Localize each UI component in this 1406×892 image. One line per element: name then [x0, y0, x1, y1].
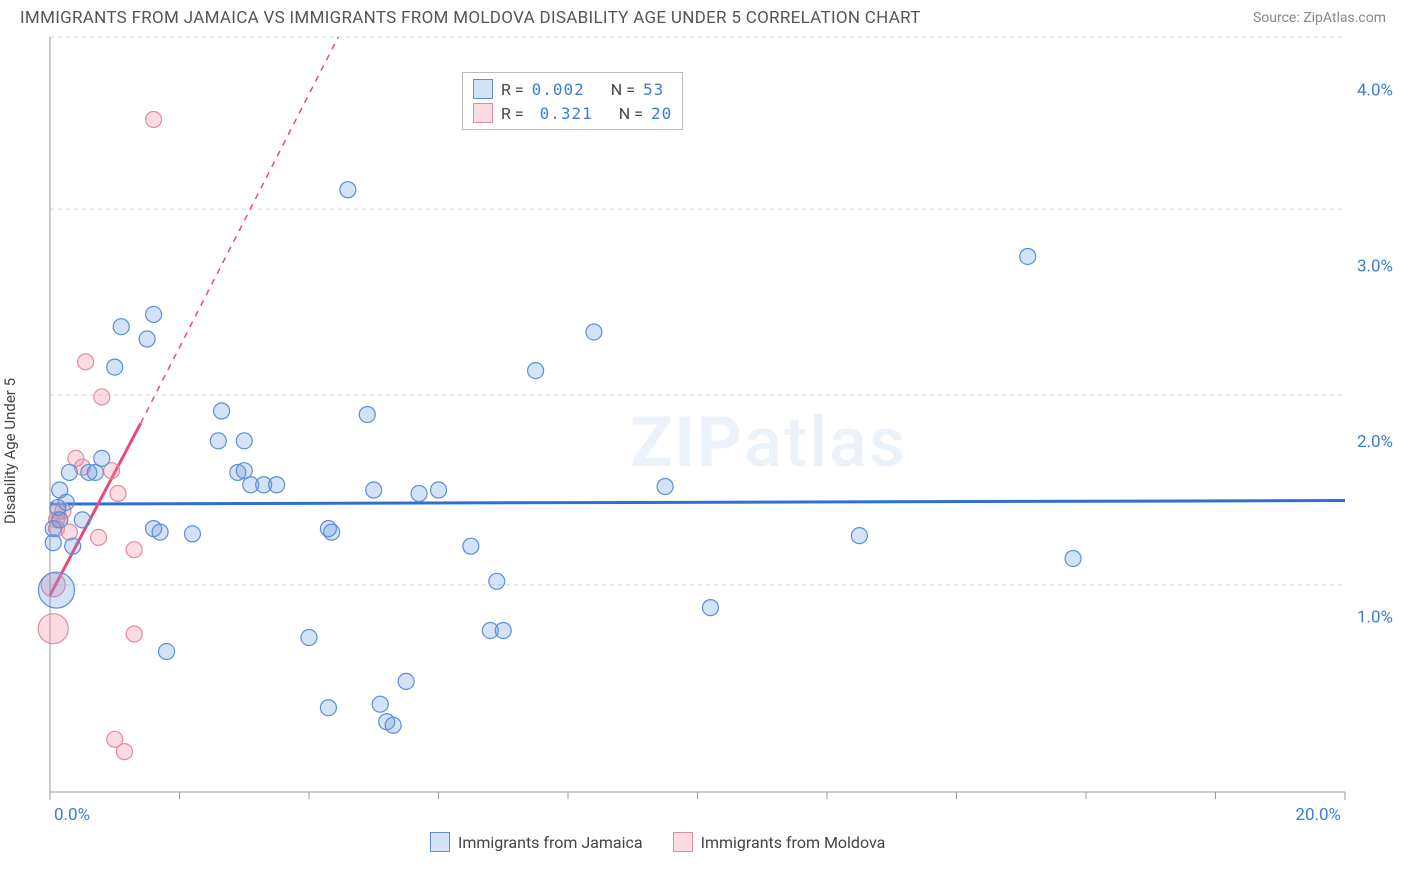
svg-text:0.0%: 0.0% [54, 805, 90, 825]
corr-row-jamaica: R = 0.002 N = 53 [473, 77, 672, 101]
swatch-moldova [473, 103, 493, 123]
r-label: R = [501, 104, 524, 123]
n-value-jamaica: 53 [643, 80, 664, 99]
legend-item-moldova: Immigrants from Moldova [673, 832, 886, 852]
r-label: R = [501, 80, 524, 99]
r-value-jamaica: 0.002 [532, 80, 585, 99]
n-label: N = [619, 104, 643, 123]
swatch-moldova [673, 832, 693, 852]
corr-row-moldova: R = 0.321 N = 20 [473, 101, 672, 125]
chart-title: IMMIGRANTS FROM JAMAICA VS IMMIGRANTS FR… [20, 8, 921, 28]
bottom-legend: Immigrants from Jamaica Immigrants from … [430, 832, 885, 852]
correlation-legend: R = 0.002 N = 53 R = 0.321 N = 20 [462, 72, 683, 130]
legend-label-jamaica: Immigrants from Jamaica [458, 833, 643, 852]
svg-text:2.0%: 2.0% [1357, 432, 1393, 452]
legend-label-moldova: Immigrants from Moldova [701, 833, 886, 852]
swatch-jamaica [473, 79, 493, 99]
svg-text:1.0%: 1.0% [1357, 607, 1393, 627]
svg-text:4.0%: 4.0% [1357, 81, 1393, 101]
legend-item-jamaica: Immigrants from Jamaica [430, 832, 643, 852]
swatch-jamaica [430, 832, 450, 852]
n-label: N = [611, 80, 635, 99]
source-label: Source: ZipAtlas.com [1253, 10, 1386, 26]
n-value-moldova: 20 [651, 104, 672, 123]
chart-area: Disability Age Under 5 ZIPatlas 0.0%20.0… [0, 32, 1406, 852]
svg-text:3.0%: 3.0% [1357, 256, 1393, 276]
y-axis-label: Disability Age Under 5 [1, 378, 19, 524]
svg-text:20.0%: 20.0% [1295, 805, 1341, 825]
r-value-moldova: 0.321 [532, 104, 593, 123]
scatter-plot: 0.0% 20.0% 1.0% 2.0% 3.0% 4.0% [0, 32, 1406, 852]
